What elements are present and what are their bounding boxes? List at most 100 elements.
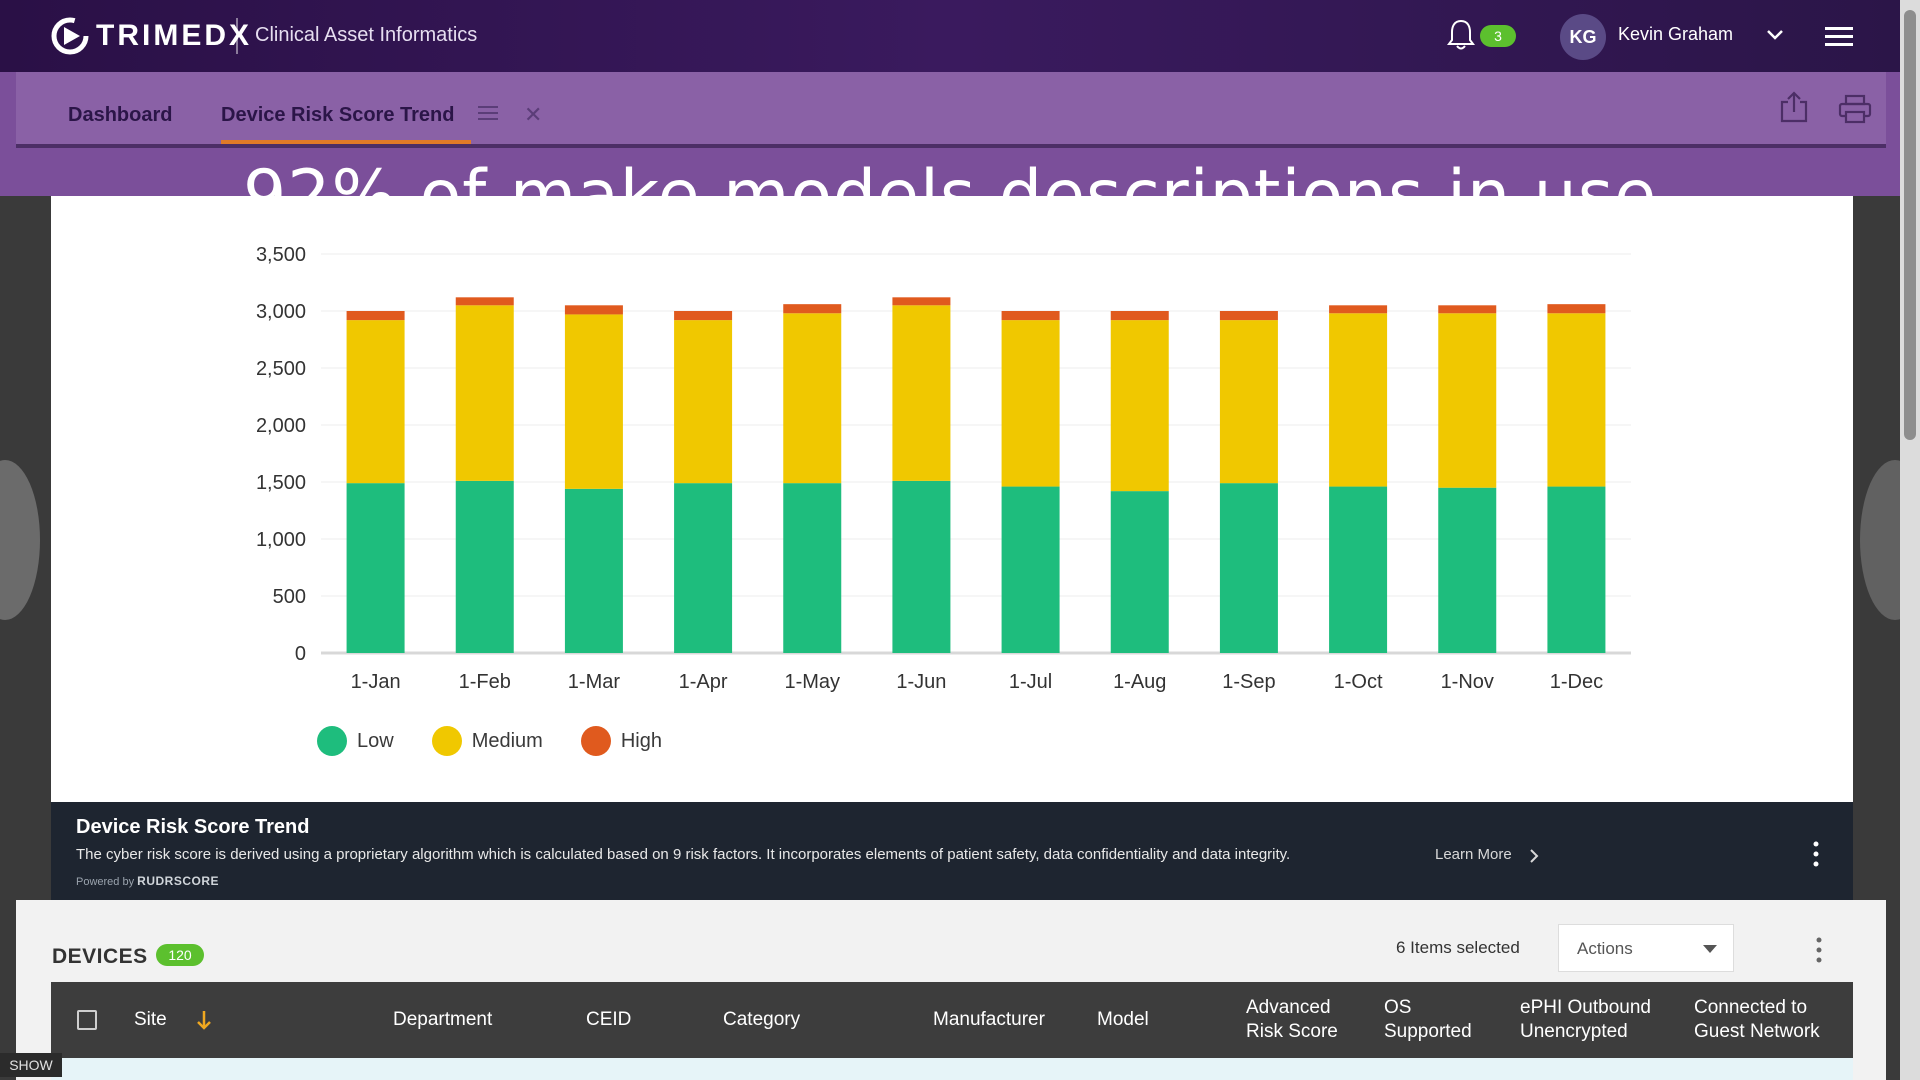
legend-dot-low — [317, 726, 347, 756]
actions-label: Actions — [1577, 939, 1633, 958]
y-tick-label: 2,000 — [256, 415, 306, 437]
x-tick-label: 1-Jan — [351, 671, 401, 693]
bar-low — [674, 483, 733, 653]
bar-high — [1329, 305, 1388, 314]
y-tick-label: 1,500 — [256, 472, 306, 494]
column-category-label: Category — [723, 1009, 801, 1030]
table-row[interactable] — [51, 1058, 1853, 1080]
page-scrollbar[interactable] — [1900, 0, 1920, 1080]
bar-high — [1438, 305, 1497, 314]
sort-descending-icon[interactable] — [196, 1008, 212, 1032]
tab-strip: Dashboard Device Risk Score Trend ✕ — [16, 72, 1886, 148]
trimedx-logo-icon — [51, 17, 89, 55]
bar-high — [1219, 311, 1278, 321]
chart-panel: 0 500 1,000 1,500 2,000 2,500 3,000 3,500 1-Jan 1… — [51, 196, 1853, 802]
column-header-department[interactable]: Department — [393, 1008, 492, 1032]
bar-high — [1001, 311, 1060, 321]
show-toggle[interactable]: SHOW — [0, 1053, 62, 1077]
chevron-down-icon[interactable] — [1764, 26, 1786, 44]
learn-more-link[interactable]: Learn More — [1435, 846, 1512, 863]
header-divider — [236, 18, 238, 54]
x-tick-label: 1-Feb — [459, 671, 511, 693]
bar-medium — [1219, 320, 1278, 484]
bar-high — [783, 304, 842, 314]
x-tick-label: 1-Sep — [1222, 671, 1275, 693]
column-header-ceid[interactable]: CEID — [586, 1008, 631, 1032]
actions-dropdown[interactable]: Actions — [1558, 924, 1734, 972]
column-header-ephi-outbound-unencrypted[interactable]: ePHI Outbound Unencrypted — [1520, 996, 1651, 1044]
tab-device-risk-score-trend[interactable]: Device Risk Score Trend — [221, 104, 455, 126]
legend-item-high[interactable]: High — [580, 726, 662, 756]
scrollbar-thumb[interactable] — [1904, 10, 1916, 440]
column-manufacturer-label: Manufacturer — [933, 1009, 1045, 1030]
chart-info-band: Device Risk Score Trend The cyber risk s… — [51, 802, 1853, 900]
top-bar: TRIMEDX Clinical Asset Informatics 3 KG … — [0, 0, 1900, 72]
notification-count-badge: 3 — [1480, 25, 1516, 47]
powered-by: Powered by RUDRSCORE — [76, 874, 219, 888]
logo[interactable]: TRIMEDX — [50, 14, 252, 58]
powered-by-prefix: Powered by — [76, 876, 135, 888]
x-tick-label: 1-Jun — [896, 671, 946, 693]
bar-low — [783, 483, 842, 653]
column-header-connected-to-guest-network[interactable]: Connected to Guest Network — [1694, 996, 1820, 1044]
column-advanced-risk-score-line1: Advanced — [1246, 997, 1331, 1018]
column-ephi-line2: Unencrypted — [1520, 1021, 1628, 1042]
bar-medium — [1001, 320, 1060, 487]
close-tab-icon[interactable]: ✕ — [524, 102, 543, 127]
legend-item-medium[interactable]: Medium — [431, 726, 543, 756]
user-name[interactable]: Kevin Graham — [1618, 24, 1734, 44]
bar-medium — [892, 305, 951, 481]
column-os-supported-line2: Supported — [1384, 1021, 1472, 1042]
x-tick-label: 1-Aug — [1113, 671, 1166, 693]
column-ephi-line1: ePHI Outbound — [1520, 997, 1651, 1018]
bar-high — [346, 311, 405, 321]
x-tick-label: 1-Oct — [1334, 671, 1383, 693]
column-header-model[interactable]: Model — [1097, 1008, 1149, 1032]
bar-high — [1547, 304, 1606, 314]
logo-text: TRIMEDX — [96, 19, 252, 52]
hamburger-menu-icon[interactable] — [1824, 24, 1854, 48]
x-tick-label: 1-Dec — [1550, 671, 1603, 693]
column-site-label: Site — [134, 1009, 167, 1030]
tab-dashboard[interactable]: Dashboard — [68, 104, 173, 126]
bell-icon[interactable] — [1446, 18, 1476, 52]
column-header-manufacturer[interactable]: Manufacturer — [933, 1008, 1045, 1032]
y-tick-label: 2,500 — [256, 358, 306, 380]
legend-dot-high — [580, 726, 611, 756]
print-icon[interactable] — [1838, 94, 1872, 124]
export-icon[interactable] — [1778, 90, 1810, 124]
bar-high — [892, 297, 951, 306]
x-tick-label: 1-Jul — [1009, 671, 1052, 693]
bar-low — [1001, 486, 1060, 653]
devices-table-header: Site Department CEID Category Manufactur… — [51, 982, 1853, 1058]
more-vertical-icon[interactable] — [1811, 840, 1821, 868]
devices-count-badge: 120 — [156, 944, 204, 966]
bar-medium — [455, 305, 514, 481]
column-header-site[interactable]: Site — [134, 1008, 167, 1032]
bar-medium — [783, 313, 842, 484]
bar-medium — [1329, 313, 1388, 487]
column-header-advanced-risk-score[interactable]: Advanced Risk Score — [1246, 996, 1338, 1044]
chart-legend: Low Medium High — [317, 726, 662, 756]
bar-low — [1547, 486, 1606, 653]
carousel-prev-shadow — [0, 460, 40, 620]
avatar[interactable]: KG — [1560, 14, 1606, 60]
tab-menu-icon[interactable] — [476, 102, 500, 124]
legend-label-medium: Medium — [471, 729, 543, 752]
select-all-checkbox[interactable] — [77, 1010, 97, 1030]
x-tick-label: 1-May — [784, 671, 840, 693]
bar-high — [1110, 311, 1169, 321]
powered-by-brand: RUDRSCORE — [137, 874, 219, 888]
bar-low — [892, 480, 951, 653]
y-tick-label: 3,000 — [256, 301, 306, 323]
legend-item-low[interactable]: Low — [317, 726, 394, 756]
caret-down-icon — [1703, 945, 1717, 953]
devices-more-icon[interactable] — [1814, 936, 1824, 964]
column-header-os-supported[interactable]: OS Supported — [1384, 996, 1472, 1044]
x-tick-label: 1-Nov — [1441, 671, 1494, 693]
column-ceid-label: CEID — [586, 1009, 632, 1030]
column-header-category[interactable]: Category — [723, 1008, 800, 1032]
chevron-right-icon[interactable] — [1527, 847, 1541, 865]
bar-high — [455, 297, 514, 306]
bar-medium — [564, 314, 623, 489]
